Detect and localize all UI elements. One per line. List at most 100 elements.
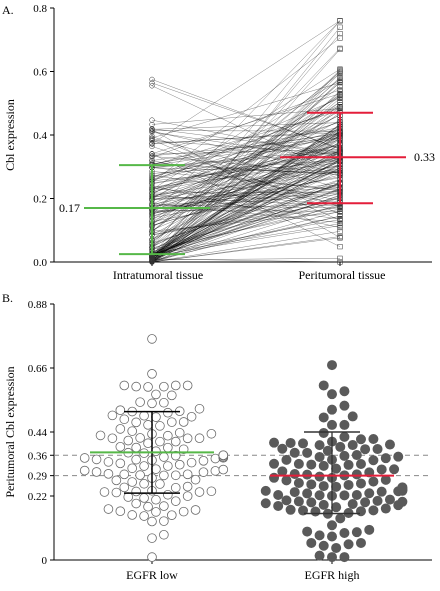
egfr-high-point (289, 468, 300, 479)
egfr-low-point (159, 452, 169, 462)
egfr-high-point (273, 489, 284, 500)
egfr-low-point (178, 417, 189, 427)
egfr-high-point (326, 419, 337, 430)
pair-line (151, 37, 341, 183)
intratumoral-point (149, 117, 155, 123)
mean-value-label: 0.33 (414, 150, 435, 164)
egfr-high-point (269, 437, 280, 448)
egfr-low-point (151, 389, 161, 400)
egfr-low-point (170, 470, 181, 481)
intratumoral-point (149, 143, 155, 150)
egfr-low-point (151, 446, 161, 457)
egfr-low-point (127, 426, 137, 436)
egfr-low-point (206, 486, 217, 497)
egfr-high-point (339, 386, 350, 397)
egfr-low-point (147, 533, 157, 543)
egfr-high-point (343, 479, 354, 490)
pair-line (151, 131, 341, 258)
intratumoral-point (149, 259, 155, 265)
egfr-low-point (198, 456, 209, 466)
egfr-low-point (143, 438, 153, 449)
egfr-high-point (289, 487, 300, 498)
egfr-high-point (281, 454, 292, 465)
egfr-high-point (368, 433, 379, 444)
pair-line (151, 132, 341, 165)
pair-line (151, 160, 341, 182)
egfr-low-point (95, 430, 106, 441)
egfr-low-point (159, 529, 169, 540)
egfr-high-point (277, 443, 288, 454)
egfr-low-point (143, 420, 153, 430)
intratumoral-point (149, 256, 155, 262)
pair-line (151, 134, 341, 207)
peritumoral-point (337, 77, 343, 83)
pair-line (151, 236, 341, 263)
egfr-high-point (372, 444, 383, 455)
egfr-low-point (127, 510, 137, 520)
pair-line (151, 231, 341, 263)
egfr-high-point (326, 360, 337, 371)
egfr-low-point (151, 494, 161, 505)
egfr-high-point (293, 458, 304, 469)
egfr-low-point (107, 410, 118, 421)
egfr-high-point (318, 380, 329, 391)
egfr-high-point (364, 488, 375, 499)
egfr-low-point (159, 381, 169, 392)
egfr-high-point (318, 460, 329, 471)
pair-line (151, 134, 341, 181)
egfr-low-point (147, 334, 157, 344)
peritumoral-point (337, 18, 343, 24)
egfr-low-point (170, 450, 181, 461)
panel-b-chart: 0 0.22 0.29 0.36 0.44 0.66 0.88 EGFR low EGFR hi… (28, 299, 432, 582)
pair-line (151, 108, 341, 125)
egfr-high-point (360, 497, 371, 508)
egfr-low-point (163, 442, 173, 453)
egfr-high-point (384, 494, 395, 505)
egfr-low-point (155, 421, 165, 431)
egfr-high-point (331, 502, 342, 513)
y-tick-label: 0.44 (28, 427, 48, 439)
egfr-high-point (339, 528, 350, 539)
pair-line (151, 93, 341, 154)
egfr-low-point (163, 407, 173, 418)
egfr-low-point (194, 433, 205, 444)
egfr-high-point (339, 400, 350, 411)
peritumoral-point (337, 91, 343, 97)
egfr-low-point (159, 516, 169, 526)
pair-line (151, 135, 341, 215)
egfr-high-point (306, 497, 317, 508)
egfr-low-point (115, 405, 126, 415)
intratumoral-point (149, 137, 155, 144)
egfr-high-point (273, 500, 284, 511)
egfr-low-point (186, 411, 197, 422)
egfr-low-point (139, 461, 149, 471)
intratumoral-point (149, 153, 155, 159)
egfr-high-point (347, 411, 358, 422)
egfr-high-point (289, 447, 300, 458)
egfr-high-point (326, 520, 337, 531)
egfr-high-point (376, 464, 387, 475)
peritumoral-point (337, 259, 343, 265)
egfr-high-point (331, 481, 342, 492)
egfr-high-point (306, 479, 317, 490)
pair-line (151, 128, 341, 191)
egfr-high-point (285, 504, 296, 515)
egfr-high-point (310, 506, 321, 517)
egfr-low-point (147, 369, 157, 379)
y-tick-label: 0 (42, 555, 48, 567)
egfr-high-point (343, 539, 354, 550)
egfr-high-point (318, 412, 329, 423)
egfr-low-point (218, 450, 229, 461)
pair-line (151, 20, 341, 144)
egfr-low-point (139, 511, 149, 521)
pair-line (151, 201, 341, 236)
egfr-high-point (347, 498, 358, 509)
egfr-high-point (326, 531, 337, 542)
egfr-low-point (131, 442, 141, 453)
panel-a-ylabel: Cbl expression (3, 99, 17, 171)
egfr-high-point (302, 447, 313, 458)
egfr-high-point (389, 464, 400, 475)
y-tick-label: 0.8 (33, 3, 47, 15)
egfr-high-point (326, 389, 337, 400)
